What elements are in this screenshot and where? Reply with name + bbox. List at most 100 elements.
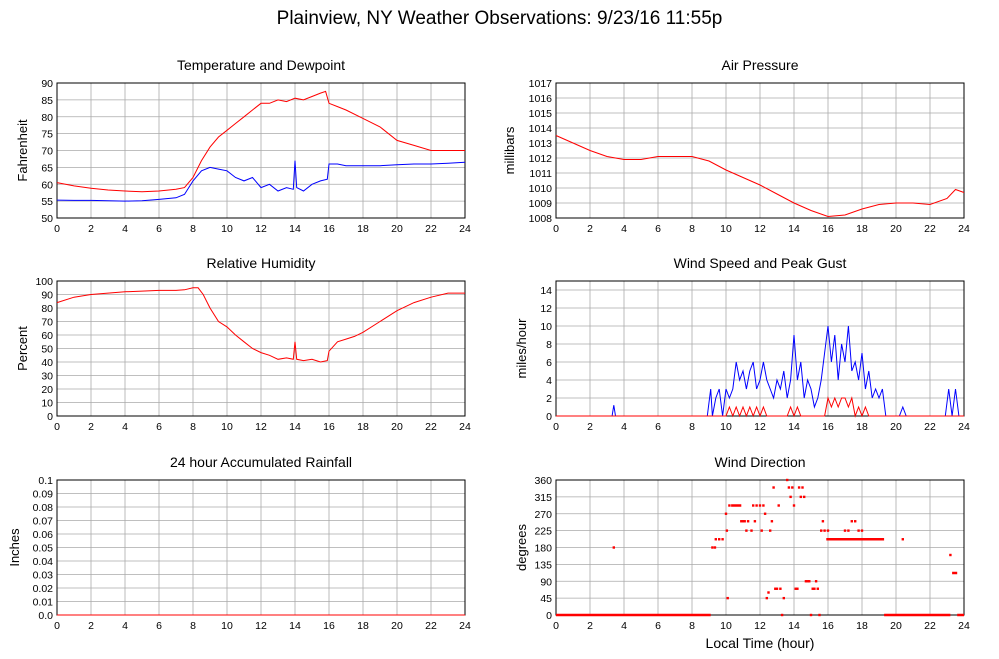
winddir-point [804, 580, 808, 583]
humidity-series-0-line [56, 287, 465, 363]
page-title: Plainview, NY Weather Observations: 9/23… [276, 8, 723, 29]
winddir-point [801, 486, 804, 489]
winddir-plot-frame [555, 479, 965, 616]
pressure-y-tick-label: 1009 [529, 198, 553, 210]
winddir-point [797, 486, 801, 489]
winddir-point [721, 538, 724, 541]
winddir-x-tick-label: 8 [689, 620, 695, 632]
wind-y-tick-label: 6 [546, 357, 552, 369]
winddir-point [741, 520, 745, 523]
temp-y-tick-label: 50 [41, 213, 53, 225]
pressure-y-tick-label: 1013 [529, 138, 553, 150]
temp-y-tick-label: 85 [41, 95, 53, 107]
rain-y-tick-label: 0.08 [33, 502, 54, 514]
rain-x-tick-label: 14 [289, 620, 301, 632]
winddir-point [750, 529, 753, 532]
pressure-x-tick-label: 8 [689, 223, 695, 235]
humidity-y-tick-label: 70 [41, 317, 53, 329]
winddir-y-tick-label: 135 [534, 559, 552, 571]
winddir-point [724, 512, 728, 515]
wind-x-tick-label: 14 [788, 421, 800, 433]
temp-series-0-line [56, 90, 465, 193]
winddir-point [762, 504, 765, 507]
winddir-chart-title: Wind Direction [714, 454, 805, 470]
winddir-point [818, 613, 821, 617]
winddir-x-tick-label: 24 [958, 620, 970, 632]
winddir-point [820, 529, 823, 532]
pressure-x-tick-label: 18 [856, 223, 868, 235]
temp-x-tick-label: 12 [255, 223, 267, 235]
rain-y-tick-label: 0.03 [33, 570, 54, 582]
wind-series-0-line [556, 325, 964, 417]
rain-x-tick-label: 16 [323, 620, 335, 632]
temp-x-tick-label: 18 [357, 223, 369, 235]
temp-x-tick-label: 14 [289, 223, 301, 235]
temp-chart-title: Temperature and Dewpoint [177, 57, 345, 73]
pressure-x-tick-label: 20 [890, 223, 902, 235]
pressure-y-tick-label: 1014 [529, 123, 553, 135]
x-axis-label: Local Time (hour) [705, 635, 815, 651]
winddir-point [753, 520, 757, 523]
winddir-point [752, 504, 755, 507]
rain-x-tick-label: 2 [88, 620, 94, 632]
winddir-point [814, 580, 818, 583]
winddir-x-tick-label: 16 [822, 620, 834, 632]
winddir-y-tick-label: 0 [546, 610, 552, 622]
winddir-point [823, 529, 826, 532]
wind-y-tick-label: 2 [546, 393, 552, 405]
winddir-point [847, 529, 850, 532]
winddir-y-tick-label: 45 [540, 593, 552, 605]
humidity-x-tick-label: 8 [190, 421, 196, 433]
rain-x-tick-label: 20 [391, 620, 403, 632]
winddir-point [765, 596, 768, 600]
temp-y-tick-label: 90 [41, 78, 53, 90]
rain-x-tick-label: 24 [459, 620, 471, 632]
wind-x-tick-label: 10 [720, 421, 732, 433]
temp-y-tick-label: 70 [41, 146, 53, 158]
wind-x-tick-label: 18 [856, 421, 868, 433]
temp-x-tick-label: 22 [425, 223, 437, 235]
wind-x-tick-label: 6 [655, 421, 661, 433]
pressure-x-tick-label: 10 [720, 223, 732, 235]
pressure-y-tick-label: 1008 [529, 213, 553, 225]
wind-y-tick-label: 14 [540, 285, 552, 297]
pressure-x-tick-label: 12 [754, 223, 766, 235]
winddir-point [779, 587, 782, 590]
humidity-y-axis-label: Percent [15, 326, 30, 371]
humidity-x-tick-label: 24 [459, 421, 471, 433]
winddir-point [745, 529, 748, 532]
winddir-point [803, 495, 806, 499]
winddir-point [782, 596, 785, 600]
winddir-point [711, 546, 714, 549]
pressure-chart-title: Air Pressure [721, 57, 798, 73]
winddir-point [713, 546, 717, 549]
wind-x-tick-label: 22 [924, 421, 936, 433]
winddir-x-tick-label: 10 [720, 620, 732, 632]
wind-y-tick-label: 10 [540, 321, 552, 333]
winddir-y-axis-label: degrees [514, 524, 529, 571]
rain-y-tick-label: 0.05 [33, 543, 54, 555]
pressure-x-tick-label: 14 [788, 223, 800, 235]
wind-x-tick-label: 0 [553, 421, 559, 433]
pressure-x-tick-label: 4 [621, 223, 627, 235]
pressure-y-tick-label: 1017 [529, 78, 553, 90]
wind-y-tick-label: 8 [546, 339, 552, 351]
pressure-x-tick-label: 16 [822, 223, 834, 235]
pressure-series-0-line [555, 135, 965, 218]
winddir-y-tick-label: 180 [534, 543, 552, 555]
winddir-point [743, 520, 746, 523]
pressure-y-tick-label: 1016 [529, 93, 553, 105]
winddir-point [787, 486, 791, 489]
temp-x-tick-label: 10 [221, 223, 233, 235]
winddir-point [777, 504, 780, 507]
winddir-point [809, 613, 813, 617]
winddir-point [774, 587, 777, 590]
winddir-point [767, 591, 770, 594]
wind-x-tick-label: 20 [890, 421, 902, 433]
winddir-point [725, 529, 729, 532]
humidity-x-tick-label: 2 [88, 421, 94, 433]
humidity-y-tick-label: 100 [35, 276, 53, 288]
winddir-point [763, 512, 767, 515]
pressure-x-tick-label: 24 [958, 223, 970, 235]
winddir-point [799, 495, 802, 499]
